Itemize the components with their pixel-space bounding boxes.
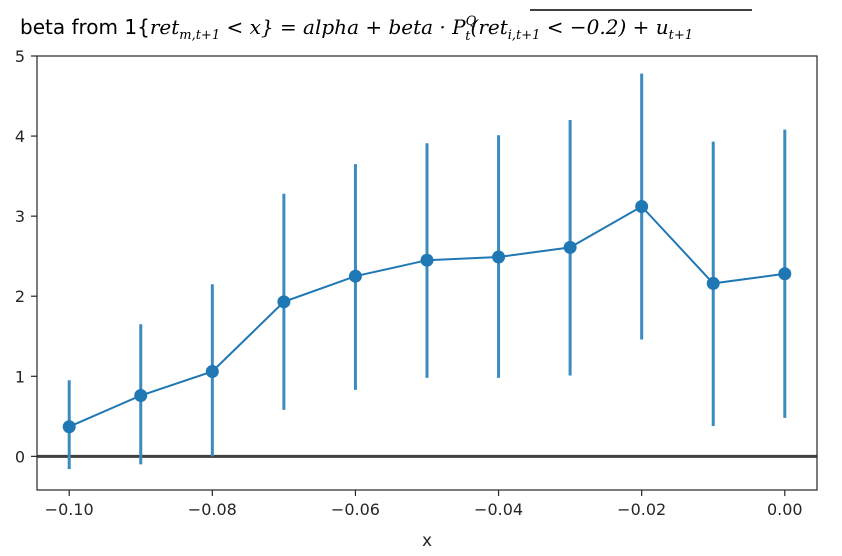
data-point	[348, 269, 362, 283]
title-ret-open: (ret	[471, 15, 509, 39]
x-tick-label: −0.04	[474, 500, 523, 519]
x-axis: −0.10 −0.08 −0.06 −0.04 −0.02 0.00	[45, 490, 803, 519]
title-ret-m: ret	[150, 15, 180, 39]
title-condition-2: < −0.2)	[540, 15, 626, 39]
x-tick-label: 0.00	[767, 500, 803, 519]
y-axis: 0 1 2 3 4 5	[15, 47, 37, 466]
data-point	[706, 276, 720, 290]
data-point	[635, 200, 649, 214]
data-point	[134, 389, 148, 403]
plot-area	[37, 73, 817, 470]
chart-title: beta from 1{retm,t+1 < x} = alpha + beta…	[20, 9, 752, 44]
title-ret-i-subscript: i,t+1	[508, 28, 541, 43]
title-u-subscript: t+1	[669, 28, 693, 43]
data-point	[205, 364, 219, 378]
y-tick-label: 4	[15, 127, 25, 146]
x-tick-label: −0.02	[617, 500, 666, 519]
title-condition-1: < x} = alpha + beta ·	[220, 15, 452, 39]
data-point	[778, 267, 792, 281]
svg-text:beta from 1{retm,t+1 < x} = al: beta from 1{retm,t+1 < x} = alpha + beta…	[20, 14, 693, 44]
x-axis-label: x	[422, 531, 432, 551]
data-point	[420, 253, 434, 267]
x-tick-label: −0.06	[331, 500, 380, 519]
y-tick-label: 2	[15, 287, 25, 306]
x-tick-label: −0.08	[188, 500, 237, 519]
data-point	[492, 250, 506, 264]
y-tick-label: 5	[15, 47, 25, 66]
y-tick-label: 1	[15, 367, 25, 386]
title-p: P	[451, 15, 466, 39]
title-p-superscript: Q	[466, 14, 477, 29]
y-tick-label: 3	[15, 207, 25, 226]
data-point	[563, 240, 577, 254]
data-point	[62, 420, 76, 434]
y-tick-label: 0	[15, 447, 25, 466]
title-plus-u: + u	[626, 15, 668, 39]
data-point	[277, 295, 291, 309]
title-prefix: beta from 1{	[20, 15, 150, 39]
x-tick-label: −0.10	[45, 500, 94, 519]
title-ret-m-subscript: m,t+1	[179, 28, 220, 43]
title-p-subscript: t	[465, 29, 471, 44]
axes-frame	[36, 55, 818, 491]
